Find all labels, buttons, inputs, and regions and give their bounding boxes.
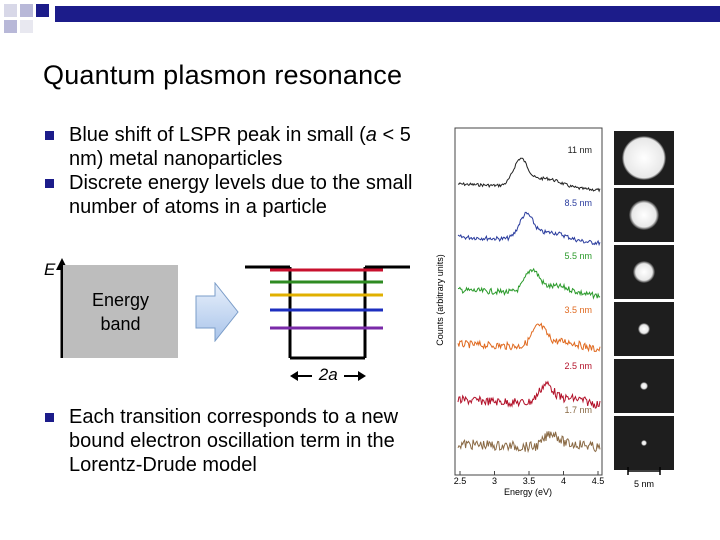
bullet-list: Blue shift of LSPR peak in small (a < 5 … [45,123,435,219]
y-axis-label: Counts (arbitrary units) [435,254,445,346]
spectrum-trace [457,322,601,353]
energy-band-box: Energy band [63,265,178,358]
decorative-squares [4,4,49,33]
particle-size-label: 2a [290,365,367,385]
nanoparticle [633,261,655,283]
spectra-figure: 11 nm 8.5 nm 5.5 nm 3.5 nm 2.5 nm 1.7 nm 2.5 3… [435,127,674,497]
spectrum-size-label: 5.5 nm [564,251,592,261]
spectrum-size-label: 2.5 nm [564,361,592,371]
spectrum-trace [457,380,601,409]
energy-axis-label: E [44,260,56,279]
x-tick-label: 4.5 [592,476,605,486]
nanoparticle [622,136,666,180]
x-axis-label: Energy (eV) [504,487,552,497]
energy-level-diagram [245,265,410,360]
spectrum-size-label: 1.7 nm [564,405,592,415]
x-tick-label: 4 [561,476,566,486]
left-arrow-icon [290,370,312,381]
bullet-item: Discrete energy levels due to the small … [45,171,435,219]
x-tick-label: 3.5 [523,476,536,486]
spectrum-trace [457,267,601,300]
nanoparticle [638,323,650,335]
x-tick-label: 3 [492,476,497,486]
right-arrow-icon [195,282,239,342]
spectrum-size-label: 3.5 nm [564,305,592,315]
slide-title: Quantum plasmon resonance [43,60,403,90]
spectra-frame [454,127,603,476]
bullet-square-icon [45,413,54,422]
spectrum-trace [457,157,601,193]
spectrum-trace [457,211,601,247]
right-arrow-small-icon [344,370,367,381]
spectrum-size-label: 11 nm [568,145,592,155]
spectrum-size-label: 8.5 nm [564,198,592,208]
bullet-square-icon [45,179,54,188]
bottom-bullet-list: Each transition corresponds to a new bou… [45,405,425,477]
spectrum-trace [457,431,601,454]
bullet-item: Blue shift of LSPR peak in small (a < 5 … [45,123,435,171]
bullet-square-icon [45,131,54,140]
nanoparticle [641,440,647,446]
nanoparticle [629,200,659,230]
header-bar [55,6,720,22]
x-tick-label: 2.5 [454,476,467,486]
scale-bar-label: 5 nm [634,479,654,489]
nanoparticle [640,382,648,390]
bullet-item: Each transition corresponds to a new bou… [45,405,425,477]
